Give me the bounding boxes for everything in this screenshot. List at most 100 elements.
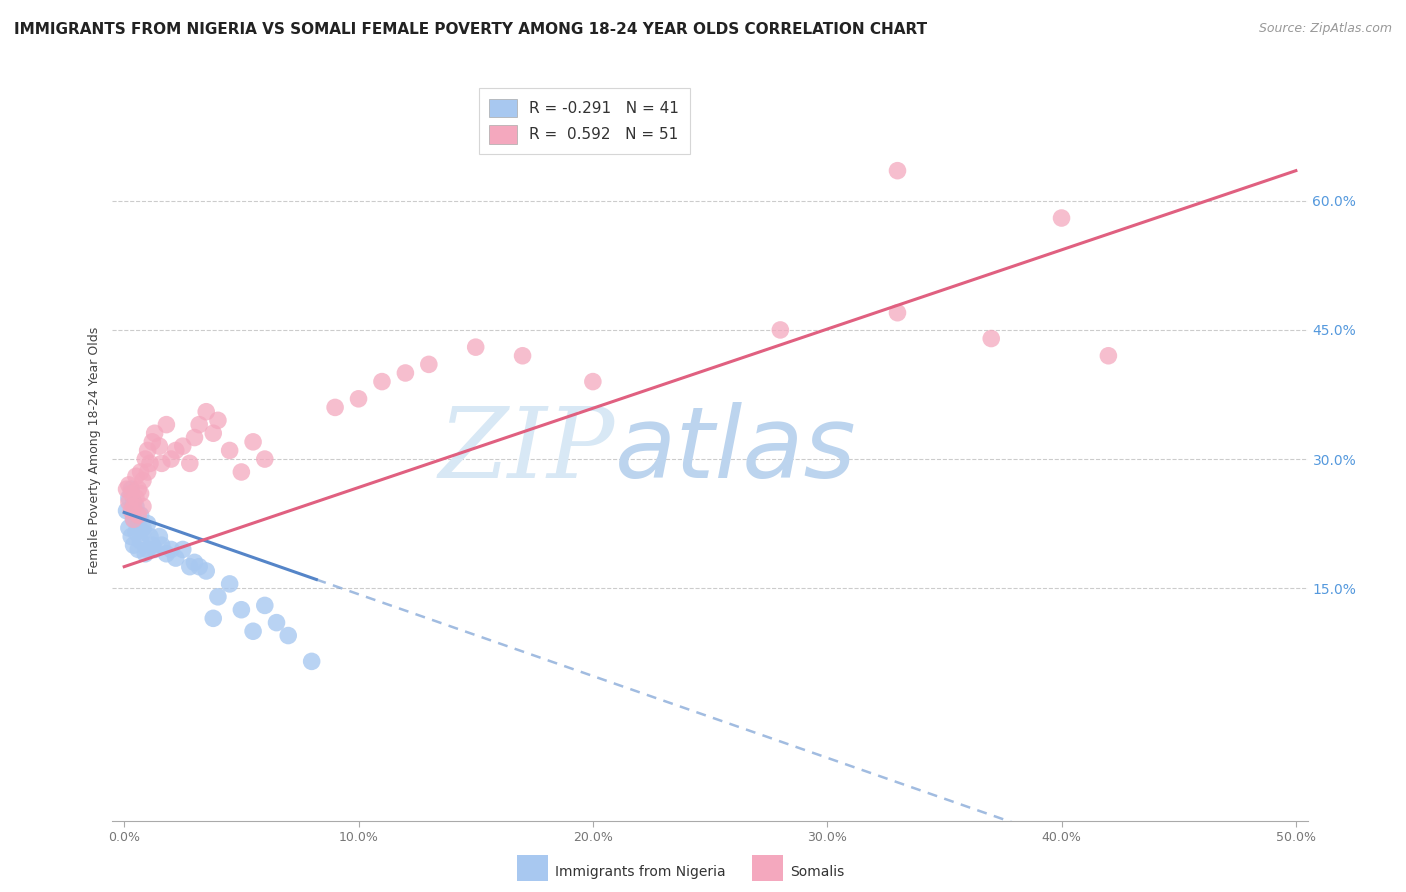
Point — [202, 611, 225, 625]
Point — [179, 456, 201, 470]
Text: atlas: atlas — [614, 402, 856, 499]
Legend: R = -0.291   N = 41, R =  0.592   N = 51: R = -0.291 N = 41, R = 0.592 N = 51 — [478, 88, 689, 154]
Point — [165, 443, 187, 458]
Point — [115, 482, 138, 496]
Point — [253, 599, 276, 613]
Text: IMMIGRANTS FROM NIGERIA VS SOMALI FEMALE POVERTY AMONG 18-24 YEAR OLDS CORRELATI: IMMIGRANTS FROM NIGERIA VS SOMALI FEMALE… — [14, 22, 927, 37]
Point — [136, 465, 159, 479]
Point — [195, 564, 218, 578]
Point — [231, 465, 253, 479]
Point — [127, 516, 149, 531]
Point — [371, 375, 394, 389]
Point — [122, 495, 145, 509]
Point — [202, 426, 225, 441]
Point — [512, 349, 534, 363]
Point — [139, 456, 162, 470]
Point — [886, 163, 908, 178]
Point — [218, 443, 240, 458]
Point — [172, 439, 194, 453]
Point — [132, 474, 155, 488]
Point — [122, 538, 145, 552]
Point — [132, 500, 155, 514]
Point — [1050, 211, 1073, 225]
Point — [139, 530, 162, 544]
Point — [127, 482, 149, 496]
Point — [136, 516, 159, 531]
Point — [125, 500, 148, 514]
Point — [125, 469, 148, 483]
Point — [394, 366, 416, 380]
Point — [122, 500, 145, 514]
Point — [155, 547, 177, 561]
Point — [129, 465, 152, 479]
Point — [141, 538, 163, 552]
Point — [347, 392, 370, 406]
Point — [122, 512, 145, 526]
Point — [160, 542, 183, 557]
Point — [980, 332, 1002, 346]
Point — [132, 525, 155, 540]
Point — [218, 577, 240, 591]
Point — [582, 375, 605, 389]
Point — [136, 542, 159, 557]
Point — [464, 340, 486, 354]
Point — [118, 521, 141, 535]
Point — [769, 323, 792, 337]
Point — [183, 431, 205, 445]
Point — [242, 624, 264, 639]
Point — [207, 413, 229, 427]
Point — [120, 482, 142, 496]
Point — [207, 590, 229, 604]
Point — [127, 542, 149, 557]
Point — [141, 434, 163, 449]
Point — [134, 452, 156, 467]
Point — [253, 452, 276, 467]
Point — [242, 434, 264, 449]
Point — [188, 559, 211, 574]
Point — [266, 615, 288, 630]
Point — [172, 542, 194, 557]
Point — [1097, 349, 1119, 363]
Point — [129, 533, 152, 548]
Point — [179, 559, 201, 574]
Point — [418, 357, 440, 371]
Point — [118, 478, 141, 492]
Point — [195, 405, 218, 419]
Point — [277, 628, 299, 642]
Point — [323, 401, 346, 415]
Point — [148, 530, 170, 544]
Point — [129, 486, 152, 500]
Point — [129, 508, 152, 522]
Point — [150, 456, 173, 470]
Point — [155, 417, 177, 432]
Point — [148, 439, 170, 453]
Point — [188, 417, 211, 432]
Point — [143, 426, 166, 441]
Text: Immigrants from Nigeria: Immigrants from Nigeria — [555, 865, 725, 880]
Point — [120, 504, 142, 518]
Point — [122, 512, 145, 526]
Point — [160, 452, 183, 467]
Point — [125, 525, 148, 540]
Text: Somalis: Somalis — [790, 865, 845, 880]
Point — [120, 530, 142, 544]
Text: Source: ZipAtlas.com: Source: ZipAtlas.com — [1258, 22, 1392, 36]
Y-axis label: Female Poverty Among 18-24 Year Olds: Female Poverty Among 18-24 Year Olds — [89, 326, 101, 574]
Point — [115, 504, 138, 518]
Point — [150, 538, 173, 552]
Point — [165, 551, 187, 566]
Point — [134, 547, 156, 561]
Point — [127, 508, 149, 522]
Point — [125, 491, 148, 505]
Point — [143, 542, 166, 557]
Point — [118, 495, 141, 509]
Point — [886, 306, 908, 320]
Point — [301, 654, 323, 668]
Point — [118, 491, 141, 505]
Point — [183, 555, 205, 569]
Point — [231, 603, 253, 617]
Point — [132, 521, 155, 535]
Text: ZIP: ZIP — [439, 403, 614, 498]
Point — [120, 486, 142, 500]
Point — [136, 443, 159, 458]
